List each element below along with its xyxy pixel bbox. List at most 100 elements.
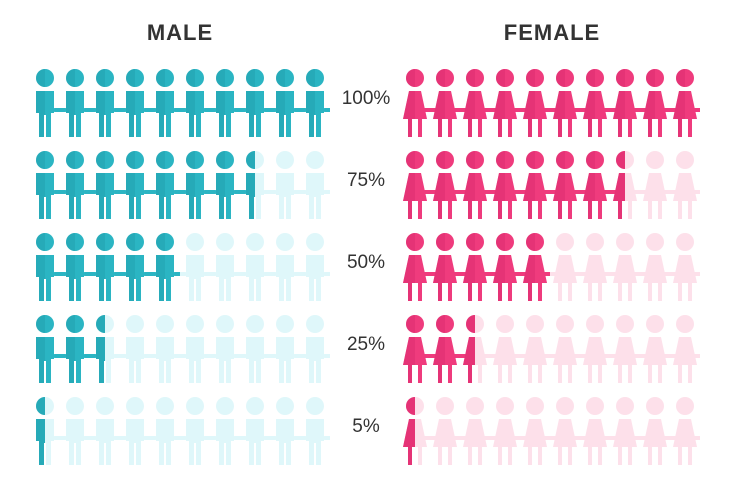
female-figures — [403, 397, 700, 465]
female-figure — [643, 233, 677, 301]
percentage-label: 75% — [346, 170, 386, 191]
male-figure — [156, 315, 187, 383]
male-figure — [216, 397, 247, 465]
female-figures — [403, 233, 700, 301]
male-figure-filled — [186, 151, 217, 219]
male-figure — [126, 397, 157, 465]
female-figure-filled — [523, 69, 557, 137]
female-people-row — [400, 66, 700, 138]
female-figure-filled — [643, 69, 677, 137]
male-figures — [36, 69, 330, 137]
male-unfilled-figures — [36, 397, 330, 465]
female-figure — [673, 397, 700, 465]
female-figure — [613, 233, 647, 301]
female-figure — [433, 397, 467, 465]
male-figure — [276, 151, 307, 219]
female-filled-figures — [403, 69, 700, 137]
female-figure-filled — [403, 69, 437, 137]
female-figure — [553, 315, 587, 383]
male-figure — [126, 315, 157, 383]
male-figures — [36, 315, 330, 383]
male-figure-filled — [156, 151, 187, 219]
male-people-row — [30, 394, 330, 466]
male-figure-filled — [36, 397, 45, 465]
male-figure — [306, 151, 330, 219]
male-figure — [186, 233, 217, 301]
female-figure — [493, 397, 527, 465]
female-figure — [613, 315, 647, 383]
male-figures — [36, 397, 330, 465]
male-people-row — [30, 312, 330, 384]
female-figure — [493, 315, 527, 383]
female-figure — [523, 315, 557, 383]
male-figure — [246, 397, 277, 465]
female-filled-figures — [403, 397, 415, 465]
female-figure-filled — [583, 69, 617, 137]
male-figure-filled — [246, 69, 277, 137]
male-filled-figures — [36, 151, 255, 219]
percentage-row: 100% — [0, 66, 740, 138]
male-figures — [36, 233, 330, 301]
female-people-row — [400, 394, 700, 466]
male-figure-filled — [126, 151, 157, 219]
female-figure-filled — [433, 69, 467, 137]
female-figure-filled — [433, 233, 467, 301]
male-figure-filled — [66, 315, 97, 383]
female-figure-filled — [523, 233, 550, 301]
percentage-label: 50% — [346, 252, 386, 273]
male-figure-filled — [216, 151, 247, 219]
male-figure-filled — [306, 69, 330, 137]
female-people-row — [400, 230, 700, 302]
male-figure — [216, 315, 247, 383]
male-figure — [306, 397, 330, 465]
male-figure-filled — [96, 151, 127, 219]
percentage-label: 5% — [352, 416, 380, 437]
female-figure — [673, 315, 700, 383]
male-figure-filled — [276, 69, 307, 137]
female-figure — [583, 397, 617, 465]
female-figure-filled — [493, 151, 527, 219]
percentage-label: 25% — [346, 334, 386, 355]
male-figure-filled — [36, 315, 67, 383]
female-figure-filled — [403, 151, 437, 219]
female-filled-figures — [403, 315, 475, 383]
male-figure-filled — [96, 315, 105, 383]
percentage-row: 5% — [0, 394, 740, 466]
male-filled-figures — [36, 69, 330, 137]
male-figure-filled — [126, 233, 157, 301]
female-filled-figures — [403, 151, 625, 219]
percentage-row: 75% — [0, 148, 740, 220]
female-figure-filled — [673, 69, 700, 137]
female-figure-filled — [523, 151, 557, 219]
female-figure-filled — [403, 233, 437, 301]
male-people-row — [30, 230, 330, 302]
female-people-row — [400, 312, 700, 384]
percentage-row: 50% — [0, 230, 740, 302]
female-unfilled-figures — [403, 397, 700, 465]
female-figure — [463, 397, 497, 465]
female-figure-filled — [463, 151, 497, 219]
female-figure — [643, 397, 677, 465]
male-figure — [276, 397, 307, 465]
male-figure — [216, 233, 247, 301]
male-figure — [276, 233, 307, 301]
female-figure-filled — [493, 69, 527, 137]
female-figure — [643, 151, 677, 219]
female-figure-filled — [403, 397, 415, 465]
female-figure-filled — [613, 151, 625, 219]
male-figure — [306, 233, 330, 301]
female-figure-filled — [403, 315, 437, 383]
male-figure — [246, 233, 277, 301]
male-figure-filled — [36, 69, 67, 137]
female-figure — [553, 397, 587, 465]
male-filled-figures — [36, 315, 105, 383]
female-filled-figures — [403, 233, 550, 301]
female-figure-filled — [433, 315, 467, 383]
female-figure-filled — [463, 233, 497, 301]
male-figure-filled — [126, 69, 157, 137]
male-filled-figures — [36, 233, 180, 301]
percentage-label: 100% — [341, 88, 391, 109]
male-figure — [306, 315, 330, 383]
male-figure-filled — [66, 151, 97, 219]
